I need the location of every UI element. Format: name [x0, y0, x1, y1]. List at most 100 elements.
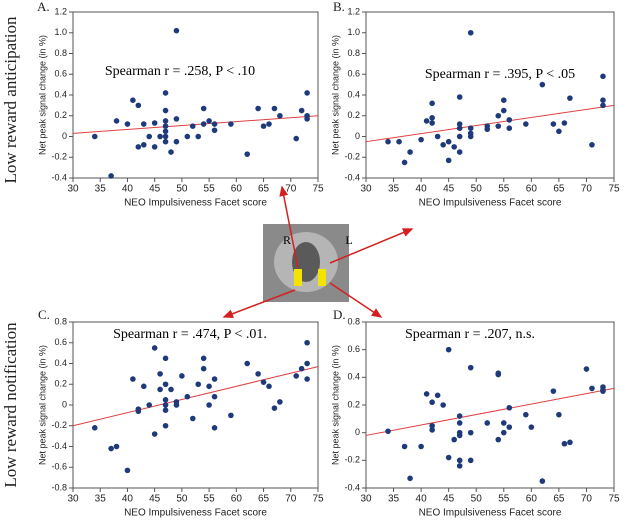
point: [550, 388, 557, 394]
point: [429, 120, 435, 126]
point: [271, 405, 278, 411]
point: [135, 144, 142, 150]
point: [162, 133, 169, 140]
y-axis-label: Net peak signal change (in %): [37, 345, 47, 465]
x-tick-label: 75: [608, 184, 620, 195]
y-tick-label: -0.8: [51, 482, 67, 492]
point: [523, 411, 529, 418]
brain-image: [263, 224, 349, 302]
point: [539, 478, 546, 484]
point: [500, 429, 507, 436]
x-tick-label: 75: [312, 494, 324, 505]
point: [162, 118, 169, 124]
point: [396, 138, 402, 145]
point: [200, 121, 207, 127]
point: [484, 126, 491, 133]
point: [173, 138, 180, 145]
y-tick-label: 0.4: [54, 89, 67, 99]
y-tick-label: 0.6: [347, 69, 360, 79]
point: [456, 432, 463, 439]
point: [556, 411, 562, 418]
panel-label: C.: [38, 307, 50, 322]
point: [440, 142, 446, 148]
point: [583, 366, 590, 372]
y-tick-label: 0.6: [54, 69, 67, 79]
point: [429, 422, 435, 429]
point: [440, 402, 446, 408]
point: [146, 402, 153, 408]
arrows: [222, 185, 414, 319]
trend-line: [365, 104, 615, 143]
point: [429, 115, 435, 121]
plot-frame: [365, 321, 615, 489]
point: [206, 402, 212, 408]
annotation: Spearman r = .474, P < .01.: [113, 327, 267, 342]
x-tick-label: 50: [471, 184, 483, 195]
point: [211, 121, 218, 127]
x-axis-label: NEO Impulsiveness Facet score: [419, 198, 562, 209]
y-tick-label: -0.4: [344, 482, 360, 492]
point: [173, 402, 180, 408]
point: [211, 127, 218, 134]
point: [304, 116, 310, 122]
x-tick-label: 60: [231, 494, 243, 505]
point: [550, 121, 557, 127]
x-tick-label: 70: [285, 494, 297, 505]
annotation: Spearman r = .395, P < .05: [425, 67, 575, 82]
point: [385, 138, 391, 145]
x-tick-label: 45: [149, 494, 161, 505]
y-axis-label: Net peak signal change (in %): [330, 35, 340, 155]
y-tick-label: -0.6: [51, 462, 67, 472]
point: [135, 102, 142, 109]
point: [195, 133, 202, 140]
point: [456, 149, 463, 155]
y-tick-label: -0.2: [344, 455, 360, 465]
point: [211, 425, 218, 431]
y-tick-label: 0.4: [347, 89, 360, 99]
point: [108, 173, 114, 179]
point: [162, 397, 169, 403]
point: [506, 117, 513, 123]
trend-line: [72, 366, 319, 427]
point: [445, 346, 452, 353]
point: [434, 392, 441, 399]
point: [304, 376, 310, 382]
x-tick-label: 65: [553, 184, 565, 195]
point: [589, 385, 595, 392]
point: [200, 105, 207, 112]
point: [495, 112, 502, 119]
point: [500, 107, 507, 114]
point: [140, 142, 147, 148]
point: [206, 383, 212, 390]
y-tick-label: 0.2: [347, 110, 360, 120]
y-tick-label: 0.6: [54, 337, 67, 347]
point: [162, 138, 169, 145]
y-tick-label: 0.4: [54, 358, 67, 368]
point: [162, 107, 169, 114]
point: [162, 128, 169, 135]
point: [113, 443, 120, 450]
point: [418, 136, 424, 143]
point: [113, 118, 120, 124]
x-axis-label: NEO Impulsiveness Facet score: [419, 508, 562, 519]
point: [495, 371, 502, 378]
y-tick-label: 1.2: [54, 6, 67, 16]
point: [277, 112, 283, 119]
point: [255, 371, 261, 377]
y-tick-label: 0.2: [347, 399, 360, 409]
point: [445, 454, 452, 461]
x-tick-label: 70: [581, 184, 593, 195]
point: [277, 399, 283, 405]
x-tick-label: 60: [526, 184, 538, 195]
point: [385, 428, 391, 435]
point: [561, 440, 568, 447]
point: [401, 443, 408, 450]
point: [495, 436, 502, 443]
point: [445, 157, 452, 164]
point: [451, 436, 457, 443]
point: [200, 365, 207, 372]
point: [179, 373, 185, 379]
y-tick-label: 0.8: [54, 48, 67, 58]
point: [266, 121, 272, 127]
point: [228, 412, 234, 419]
